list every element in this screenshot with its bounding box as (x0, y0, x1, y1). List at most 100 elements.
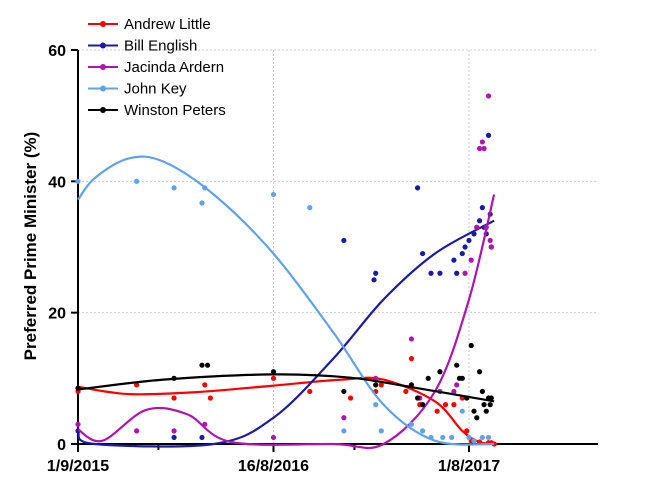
data-point-bill-english (414, 185, 421, 191)
y-tick-label: 20 (48, 306, 66, 323)
data-point-bill-english (373, 270, 379, 276)
data-point-andrew-little (464, 428, 470, 434)
data-point-john-key (171, 185, 177, 191)
data-point-andrew-little (134, 382, 140, 388)
data-point-andrew-little (202, 382, 208, 388)
legend-label-andrew-little: Andrew Little (124, 16, 211, 33)
trend-line-andrew-little (77, 376, 498, 446)
data-point-andrew-little (347, 395, 354, 401)
trend-line-winston-peters (77, 373, 495, 403)
data-point-bill-english (454, 270, 460, 276)
legend-marker-winston-peters (100, 107, 106, 113)
data-point-john-key (466, 434, 472, 441)
y-tick-label: 0 (57, 437, 66, 454)
legend-label-bill-english: Bill English (124, 38, 197, 55)
data-point-winston-peters (479, 388, 485, 395)
data-point-bill-english (199, 434, 205, 441)
data-point-jacinda-ardern (171, 428, 177, 434)
data-point-john-key (75, 178, 81, 184)
trend-line-bill-english (77, 219, 495, 448)
data-point-bill-english (371, 277, 377, 283)
data-point-andrew-little (403, 388, 409, 395)
y-tick-label: 60 (48, 43, 66, 60)
data-point-john-key (373, 402, 379, 408)
data-point-john-key (199, 200, 205, 206)
y-axis-label: Preferred Prime Minister (%) (21, 132, 40, 361)
data-point-winston-peters (471, 408, 477, 414)
data-point-jacinda-ardern (75, 421, 81, 427)
data-point-andrew-little (270, 375, 277, 381)
data-point-andrew-little (408, 356, 415, 362)
data-point-jacinda-ardern (341, 415, 347, 421)
legend-marker-andrew-little (100, 21, 106, 27)
data-point-john-key (202, 185, 208, 191)
data-point-bill-english (471, 231, 477, 237)
data-point-jacinda-ardern (468, 257, 474, 263)
data-point-john-key (270, 191, 277, 198)
data-point-bill-english (420, 250, 426, 257)
data-point-jacinda-ardern (134, 428, 140, 434)
data-point-winston-peters (199, 362, 205, 368)
data-point-jacinda-ardern (488, 244, 494, 250)
data-point-andrew-little (171, 395, 177, 401)
data-point-winston-peters (414, 395, 421, 401)
data-point-john-key (408, 421, 415, 427)
data-point-winston-peters (481, 402, 487, 408)
data-point-winston-peters (474, 415, 480, 421)
data-point-jacinda-ardern (476, 145, 483, 152)
data-point-bill-english (428, 270, 434, 276)
series-andrew-little (75, 356, 498, 447)
data-point-winston-peters (408, 382, 415, 388)
data-point-winston-peters (487, 402, 493, 408)
data-point-winston-peters (459, 375, 465, 381)
data-point-jacinda-ardern (462, 270, 468, 276)
data-point-bill-english (476, 218, 483, 224)
data-point-jacinda-ardern (485, 93, 492, 99)
data-point-bill-english (462, 244, 468, 250)
legend-label-john-key: John Key (124, 81, 187, 98)
data-point-bill-english (341, 237, 347, 244)
legend-label-winston-peters: Winston Peters (124, 102, 226, 119)
data-point-jacinda-ardern (202, 421, 208, 427)
data-point-john-key (479, 434, 485, 441)
x-tick-label: 1/9/2015 (47, 458, 109, 475)
data-point-jacinda-ardern (454, 382, 460, 388)
axes: 0 20 40 60 1/9/2015 16/8/2016 1/8/2017 (47, 43, 598, 475)
data-point-john-key (428, 434, 434, 441)
data-point-andrew-little (451, 402, 457, 408)
data-point-john-key (378, 428, 384, 434)
data-point-jacinda-ardern (481, 145, 487, 152)
data-point-jacinda-ardern (270, 434, 277, 441)
series-layer (75, 93, 498, 450)
data-point-jacinda-ardern (373, 375, 379, 381)
data-point-winston-peters (373, 382, 379, 388)
legend: Andrew Little Bill English Jacinda Ardern J… (88, 16, 226, 119)
data-point-jacinda-ardern (451, 388, 457, 395)
data-point-jacinda-ardern (479, 139, 485, 145)
data-point-winston-peters (420, 402, 426, 408)
data-point-winston-peters (476, 369, 483, 375)
data-point-bill-english (485, 132, 492, 138)
data-point-jacinda-ardern (474, 224, 480, 230)
data-point-andrew-little (307, 388, 313, 395)
x-tick-label: 1/8/2017 (438, 458, 500, 475)
data-point-john-key (449, 434, 455, 441)
data-point-john-key (485, 434, 492, 441)
series-winston-peters (75, 342, 495, 421)
data-point-andrew-little (491, 441, 497, 447)
data-point-winston-peters (464, 395, 470, 401)
data-point-john-key (440, 434, 446, 441)
data-point-bill-english (459, 250, 465, 257)
data-point-andrew-little (442, 402, 449, 408)
data-point-jacinda-ardern (408, 336, 415, 342)
data-point-bill-english (466, 237, 472, 244)
data-point-winston-peters (75, 385, 81, 391)
data-point-winston-peters (425, 375, 431, 381)
data-point-bill-english (451, 257, 457, 263)
data-point-bill-english (171, 434, 177, 441)
data-point-john-key (307, 205, 313, 211)
data-point-winston-peters (454, 362, 460, 368)
data-point-andrew-little (207, 395, 213, 401)
data-point-john-key (471, 438, 477, 444)
